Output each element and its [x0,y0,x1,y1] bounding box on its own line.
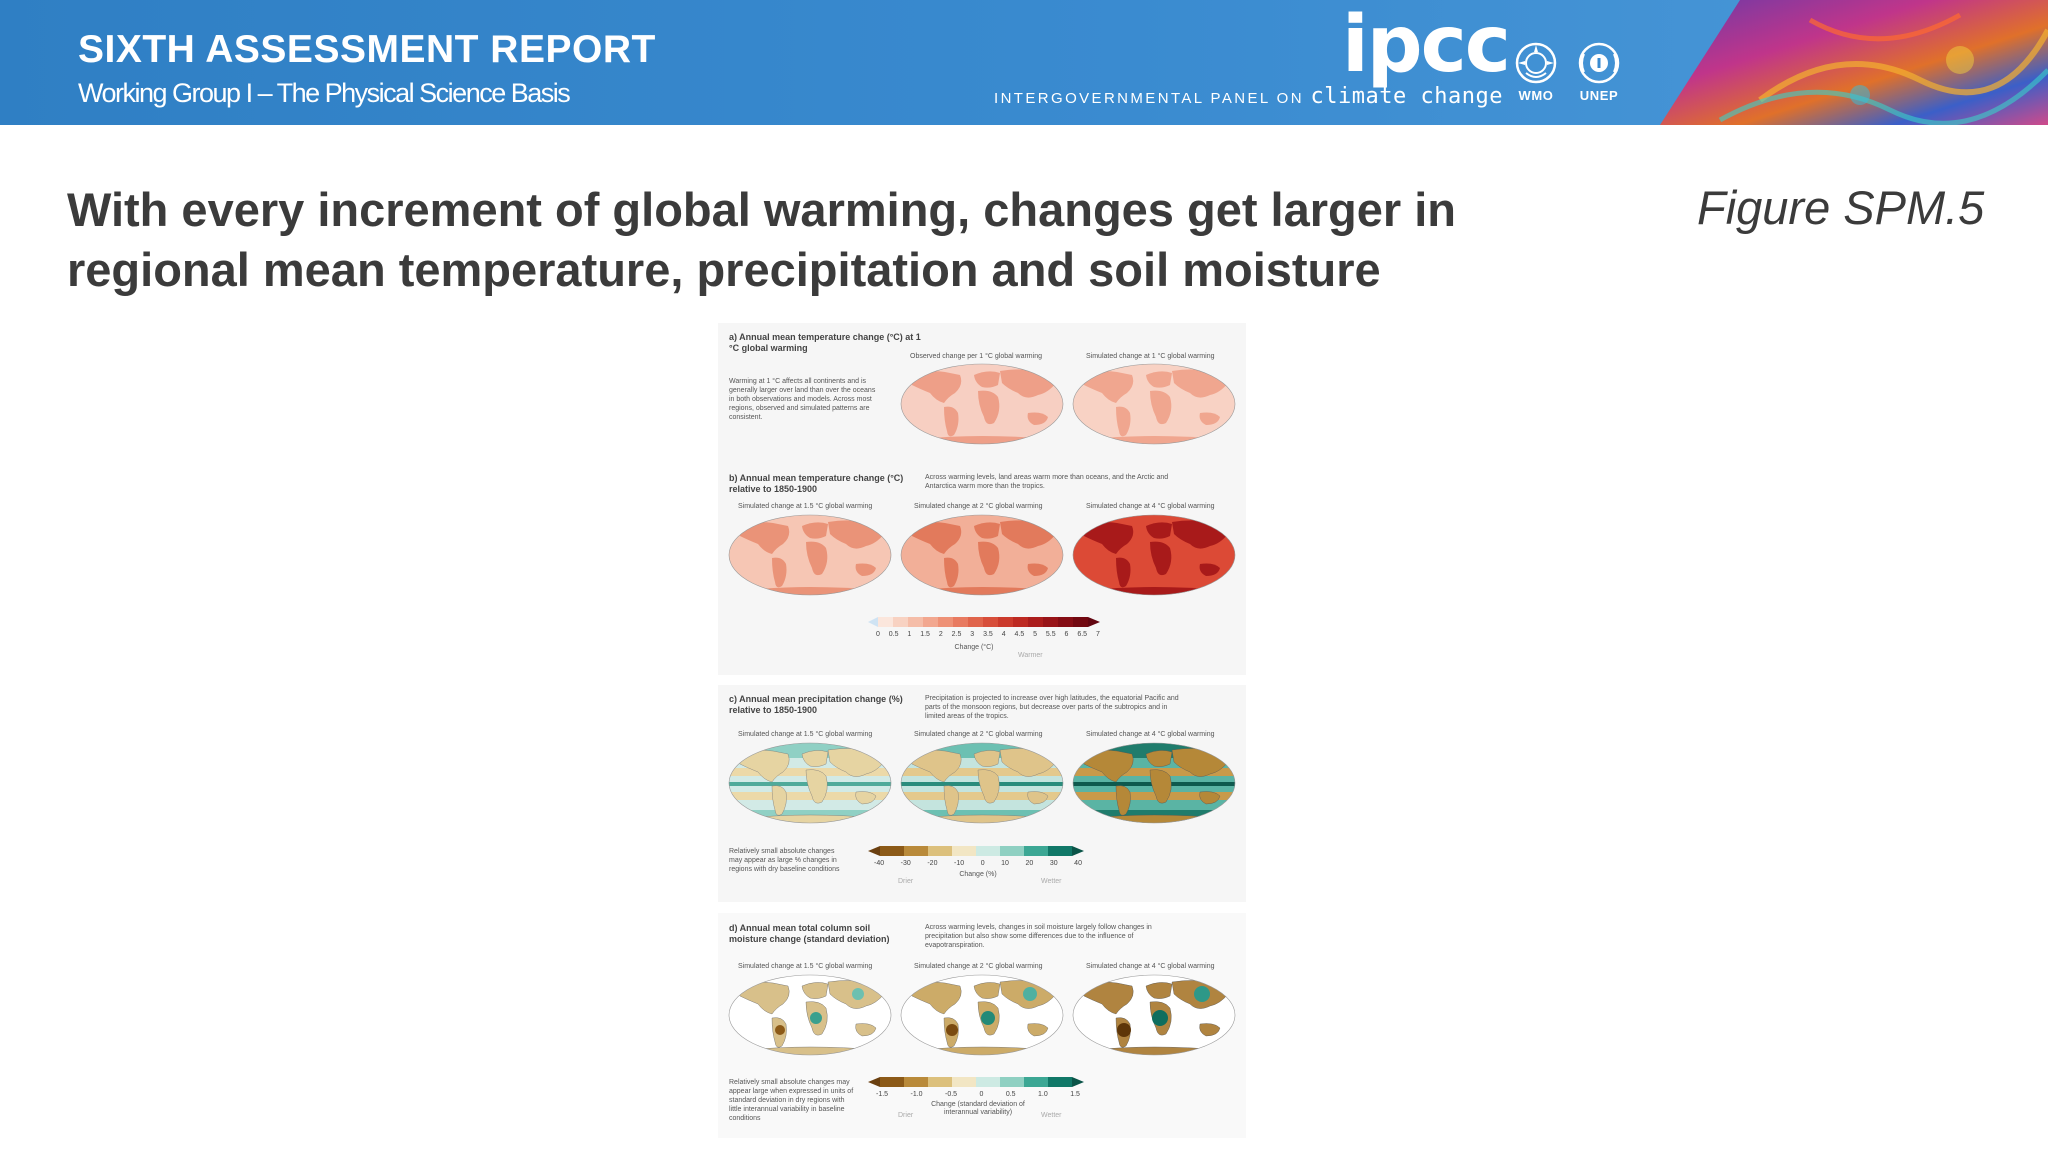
panel-d-map-label-1-5c: Simulated change at 1.5 °C global warmin… [738,963,873,970]
tick-label: 5 [1033,631,1038,638]
tick-label: 3.5 [983,631,993,638]
tick-label: 1 [907,631,912,638]
map-temperature-2c [900,514,1064,596]
map-precipitation-4c [1072,742,1236,824]
panel-c-note: Precipitation is projected to increase o… [925,695,1179,720]
tick-label: -10 [954,860,965,867]
unep-logo: UNEP [1570,40,1628,103]
ipcc-tagline-prefix: INTERGOVERNMENTAL PANEL ON [994,90,1304,107]
temperature-colorbar-label: Change (°C) [954,644,994,651]
panel-c-map-label-1-5c: Simulated change at 1.5 °C global warmin… [738,731,873,738]
tick-label: 4.5 [1014,631,1025,638]
precipitation-colorbar-label: Change (%) [959,871,997,878]
precipitation-colorbar-wetter: Wetter [1041,878,1062,885]
tick-label: 5.5 [1045,631,1056,638]
panel-b-map-label-1-5c: Simulated change at 1.5 °C global warmin… [738,503,873,510]
tick-label: -1.5 [876,1091,889,1098]
precipitation-colorbar [868,846,1084,856]
panel-a-map-label-observed: Observed change per 1 °C global warming [910,353,1042,360]
figure-id: Figure SPM.5 [1697,181,1985,234]
tick-label: 1.5 [920,631,930,638]
tick-label: 6 [1064,631,1069,638]
figure-panel-temperature: a) Annual mean temperature change (°C) a… [718,323,1246,675]
temperature-colorbar-ticks: 0 0.5 1 1.5 2 2.5 3 3.5 4 4.5 5 5.5 6 6.… [876,631,1100,638]
figure-panel-precipitation: c) Annual mean precipitation change (%) … [718,685,1246,902]
panel-d-title: d) Annual mean total column soil moistur… [729,923,890,944]
panel-d-note: Across warming levels, changes in soil m… [925,924,1152,949]
tick-label: 0.5 [1005,1091,1016,1098]
panel-c-map-label-4c: Simulated change at 4 °C global warming [1086,731,1215,738]
soil-moisture-colorbar [868,1077,1084,1087]
tick-label: -1.0 [910,1091,923,1098]
map-temperature-1-5c [728,514,892,596]
wmo-logo: WMO [1507,40,1565,103]
wmo-label: WMO [1518,88,1554,103]
panel-c-title: c) Annual mean precipitation change (%) … [729,694,903,715]
tick-label: 20 [1025,860,1034,867]
ipcc-tagline-suffix: climate change [1310,84,1503,109]
tick-label: 30 [1049,860,1058,867]
tick-label: 1.0 [1038,1091,1048,1098]
map-soil-moisture-4c [1072,974,1236,1056]
tick-label: 2.5 [951,631,962,638]
report-subtitle: Working Group I – The Physical Science B… [78,78,571,108]
unep-emblem-icon [1578,42,1620,84]
panel-c-side-note: Relatively small absolute changes may ap… [729,848,840,873]
tick-label: 0.5 [888,631,899,638]
map-precipitation-2c [900,742,1064,824]
soil-moisture-colorbar-label: Change (standard deviation of interannua… [931,1101,1025,1116]
tick-label: -30 [900,860,911,867]
map-precipitation-1-5c [728,742,892,824]
ipcc-tagline: INTERGOVERNMENTAL PANEL ON climate chang… [994,84,1503,109]
map-observed-1c [900,363,1064,445]
tick-label: 0 [876,631,880,638]
map-soil-moisture-1-5c [728,974,892,1056]
soil-moisture-colorbar-drier: Drier [898,1112,914,1119]
panel-b-map-label-2c: Simulated change at 2 °C global warming [914,503,1043,510]
tick-label: -20 [927,860,938,867]
precipitation-colorbar-drier: Drier [898,878,914,885]
panel-c-map-label-2c: Simulated change at 2 °C global warming [914,731,1043,738]
map-simulated-1c [1072,363,1236,445]
panel-d-map-label-2c: Simulated change at 2 °C global warming [914,963,1043,970]
wmo-emblem-icon [1515,42,1557,84]
panel-a-map-label-simulated: Simulated change at 1 °C global warming [1086,353,1215,360]
header-banner: SIXTH ASSESSMENT REPORT Working Group I … [0,0,2048,125]
map-temperature-4c [1072,514,1236,596]
ipcc-logo: ipcc [1342,0,1511,90]
panel-d-side-note: Relatively small absolute changes may ap… [729,1079,854,1122]
map-soil-moisture-2c [900,974,1064,1056]
panel-a-title: a) Annual mean temperature change (°C) a… [729,332,921,353]
figure-panel-soil-moisture: d) Annual mean total column soil moistur… [718,913,1246,1138]
tick-label: 40 [1074,860,1082,867]
slide-title: With every increment of global warming, … [67,183,1457,296]
tick-label: -0.5 [945,1091,958,1098]
panel-a-note: Warming at 1 °C affects all continents a… [729,378,876,421]
tick-label: 2 [938,631,943,638]
tick-label: 1.5 [1070,1091,1080,1098]
panel-b-map-label-4c: Simulated change at 4 °C global warming [1086,503,1215,510]
tick-label: 6.5 [1077,631,1088,638]
temperature-colorbar [868,617,1100,627]
panel-d-map-label-4c: Simulated change at 4 °C global warming [1086,963,1215,970]
panel-b-title: b) Annual mean temperature change (°C) r… [729,473,904,494]
tick-label: 3 [970,631,975,638]
unep-label: UNEP [1579,88,1619,103]
temperature-colorbar-warmer: Warmer [1018,652,1043,659]
soil-moisture-colorbar-ticks: -1.5 -1.0 -0.5 0 0.5 1.0 1.5 [876,1091,1080,1098]
panel-b-note: Across warming levels, land areas warm m… [925,474,1169,490]
report-title: SIXTH ASSESSMENT REPORT [78,28,656,71]
tick-label: 0 [980,860,985,867]
soil-moisture-colorbar-wetter: Wetter [1041,1112,1062,1119]
tick-label: 10 [1001,860,1009,867]
header-artwork [1660,0,2048,125]
tick-label: 7 [1095,631,1100,638]
tick-label: 4 [1001,631,1006,638]
tick-label: 0 [979,1091,984,1098]
precipitation-colorbar-ticks: -40 -30 -20 -10 0 10 20 30 40 [874,860,1082,867]
tick-label: -40 [874,860,885,867]
